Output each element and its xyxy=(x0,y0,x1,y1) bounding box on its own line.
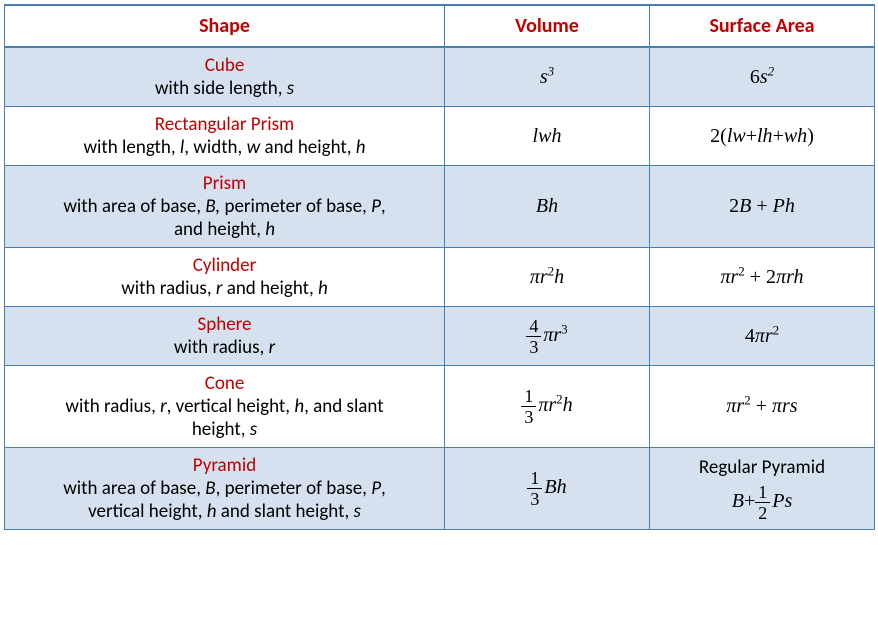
shape-name: Cube xyxy=(13,54,436,77)
surface-area-formula: πr2 + 2πrh xyxy=(720,266,803,288)
volume-cell: Bh xyxy=(445,166,650,248)
surface-area-cell: πr2 + 2πrh xyxy=(650,248,875,307)
col-header-volume: Volume xyxy=(445,5,650,47)
shape-description: with area of base, B, perimeter of base,… xyxy=(13,195,436,241)
shape-description: with radius, r, vertical height, h, and … xyxy=(13,395,436,441)
header-row: Shape Volume Surface Area xyxy=(5,5,875,47)
shape-cell: Cylinderwith radius, r and height, h xyxy=(5,248,445,307)
shape-description: with area of base, B, perimeter of base,… xyxy=(13,477,436,523)
shape-name: Sphere xyxy=(13,313,436,336)
volume-cell: πr2h xyxy=(445,248,650,307)
volume-cell: 13πr2h xyxy=(445,366,650,448)
surface-area-formula: πr2 + πrs xyxy=(726,395,797,417)
table-row: Pyramidwith area of base, B, perimeter o… xyxy=(5,448,875,530)
shape-description: with radius, r and height, h xyxy=(13,277,436,300)
table-row: Cubewith side length, s s3 6s2 xyxy=(5,47,875,107)
shape-description: with radius, r xyxy=(13,336,436,359)
volume-formula: s3 xyxy=(540,66,554,88)
shape-name: Pyramid xyxy=(13,454,436,477)
shape-cell: Pyramidwith area of base, B, perimeter o… xyxy=(5,448,445,530)
formula-table: Shape Volume Surface Area Cubewith side … xyxy=(4,4,875,530)
volume-formula: 13Bh xyxy=(527,476,566,498)
col-header-shape: Shape xyxy=(5,5,445,47)
shape-cell: Spherewith radius, r xyxy=(5,307,445,366)
shape-description: with length, l, width, w and height, h xyxy=(13,136,436,159)
shape-description: with side length, s xyxy=(13,77,436,100)
surface-area-cell: 6s2 xyxy=(650,47,875,107)
volume-formula: πr2h xyxy=(530,266,564,288)
surface-area-cell: 4πr2 xyxy=(650,307,875,366)
shape-name: Prism xyxy=(13,172,436,195)
shape-name: Cone xyxy=(13,372,436,395)
surface-area-formula: 6s2 xyxy=(750,66,774,88)
volume-cell: lwh xyxy=(445,107,650,166)
table-body: Cubewith side length, s s3 6s2 Rectangular … xyxy=(5,47,875,530)
shape-cell: Cubewith side length, s xyxy=(5,47,445,107)
volume-formula: Bh xyxy=(536,195,558,217)
surface-area-formula: 2B + Ph xyxy=(729,195,795,217)
shape-name: Rectangular Prism xyxy=(13,113,436,136)
surface-area-formula: 4πr2 xyxy=(745,325,779,347)
shape-cell: Rectangular Prismwith length, l, width, … xyxy=(5,107,445,166)
volume-cell: s3 xyxy=(445,47,650,107)
volume-formula: lwh xyxy=(533,125,562,147)
shape-name: Cylinder xyxy=(13,254,436,277)
col-header-surface-area: Surface Area xyxy=(650,5,875,47)
table-row: Cylinderwith radius, r and height, h πr2h… xyxy=(5,248,875,307)
surface-area-cell: πr2 + πrs xyxy=(650,366,875,448)
volume-cell: 43πr3 xyxy=(445,307,650,366)
volume-cell: 13Bh xyxy=(445,448,650,530)
shape-cell: Prismwith area of base, B, perimeter of … xyxy=(5,166,445,248)
table-row: Rectangular Prismwith length, l, width, … xyxy=(5,107,875,166)
surface-area-formula: 2(lw+lh+wh) xyxy=(710,125,814,147)
table-row: Spherewith radius, r 43πr3 4πr2 xyxy=(5,307,875,366)
volume-formula: 13πr2h xyxy=(521,394,572,416)
surface-area-cell: 2B + Ph xyxy=(650,166,875,248)
shape-cell: Conewith radius, r, vertical height, h, … xyxy=(5,366,445,448)
volume-formula: 43πr3 xyxy=(526,324,567,346)
surface-area-cell: Regular PyramidB+12Ps xyxy=(650,448,875,530)
table-row: Conewith radius, r, vertical height, h, … xyxy=(5,366,875,448)
surface-area-formula: Regular PyramidB+12Ps xyxy=(658,456,866,512)
table-row: Prismwith area of base, B, perimeter of … xyxy=(5,166,875,248)
surface-area-cell: 2(lw+lh+wh) xyxy=(650,107,875,166)
